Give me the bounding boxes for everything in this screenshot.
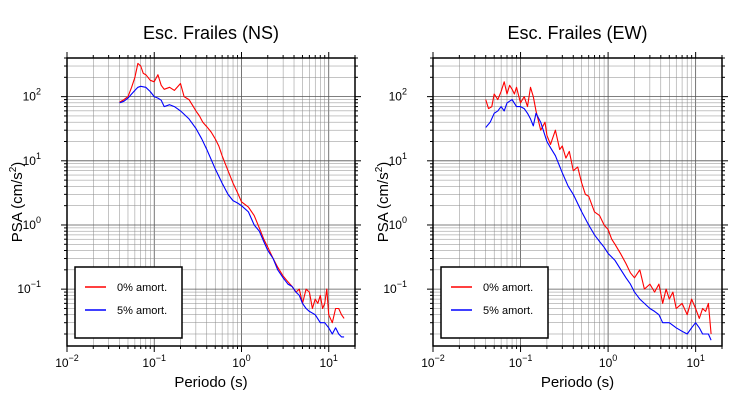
- plot-frame: [66, 57, 356, 347]
- legend-box: [74, 266, 183, 339]
- series-line: [119, 85, 345, 338]
- legend: 0% amort. 5% amort.: [74, 266, 183, 339]
- y-axis-label: PSA (cm/s2): [8, 162, 26, 243]
- y-tick-label: 101: [389, 151, 407, 168]
- chart-panel: 10−2 10−1 100 101 10−1 100 101 102 Esc. Frailes …: [8, 23, 361, 391]
- legend-label: 5% amort.: [483, 305, 533, 317]
- x-tick-label: 10−2: [55, 353, 79, 370]
- y-tick-label: 100: [389, 215, 407, 232]
- x-tick-label: 100: [232, 353, 250, 370]
- chart-panel: 10−2 10−1 100 101 10−1 100 101 102 Esc. Frailes …: [374, 23, 728, 391]
- y-tick-label: 10−1: [383, 279, 407, 296]
- x-tick-label: 101: [686, 353, 704, 370]
- legend-label: 5% amort.: [117, 305, 167, 317]
- legend: 0% amort. 5% amort.: [440, 266, 549, 339]
- y-axis-label: PSA (cm/s2): [374, 162, 392, 243]
- y-tick-label: 102: [23, 87, 41, 104]
- legend-label: 0% amort.: [117, 282, 167, 294]
- x-tick-label: 10−1: [142, 353, 166, 370]
- legend-box: [440, 266, 549, 339]
- legend-label: 0% amort.: [483, 282, 533, 294]
- x-axis-label: Periodo (s): [174, 374, 247, 391]
- x-tick-label: 100: [599, 353, 617, 370]
- chart-title: Esc. Frailes (NS): [143, 23, 279, 43]
- series-line: [485, 81, 712, 335]
- chart-title: Esc. Frailes (EW): [507, 23, 647, 43]
- series-line: [119, 62, 345, 324]
- grid: [66, 57, 356, 346]
- x-tick-label: 101: [320, 353, 338, 370]
- y-tick-label: 102: [389, 87, 407, 104]
- y-tick-label: 101: [23, 151, 41, 168]
- x-tick-label: 10−1: [509, 353, 533, 370]
- x-axis-label: Periodo (s): [541, 374, 614, 391]
- series-line: [485, 99, 712, 341]
- plot-frame: [432, 57, 723, 347]
- y-tick-label: 100: [23, 215, 41, 232]
- x-tick-label: 10−2: [421, 353, 445, 370]
- y-tick-label: 10−1: [17, 279, 41, 296]
